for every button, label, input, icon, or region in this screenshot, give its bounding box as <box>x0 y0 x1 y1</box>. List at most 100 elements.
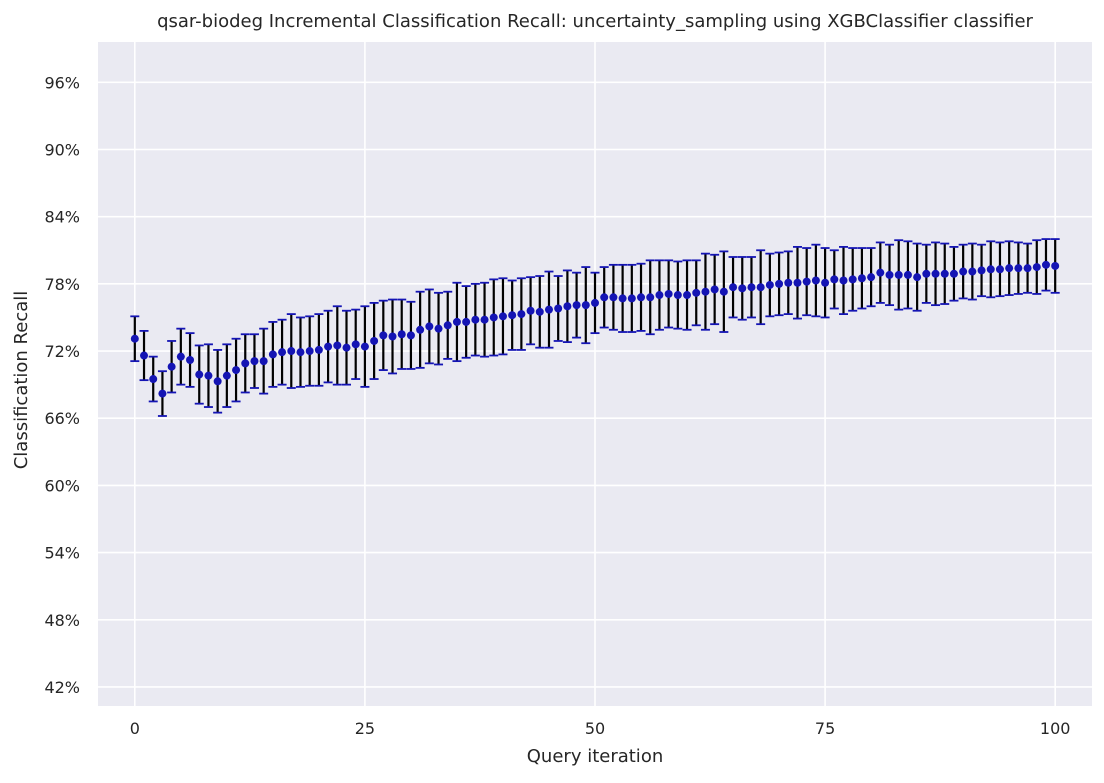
data-point <box>480 315 489 324</box>
data-point <box>379 331 388 340</box>
data-point <box>738 284 747 293</box>
data-point <box>324 342 333 351</box>
data-point <box>931 269 940 278</box>
data-point <box>1005 264 1014 273</box>
data-point <box>333 341 342 350</box>
data-point <box>434 324 443 333</box>
y-tick-label: 90% <box>44 140 80 159</box>
data-point <box>130 334 139 343</box>
data-point <box>655 291 664 300</box>
data-point <box>140 351 149 360</box>
data-points <box>130 260 1060 398</box>
data-point <box>673 291 682 300</box>
data-point <box>222 371 231 380</box>
data-point <box>204 371 213 380</box>
data-point <box>1023 264 1032 273</box>
x-tick-label: 75 <box>815 719 835 738</box>
data-point <box>857 274 866 283</box>
data-point <box>821 278 830 287</box>
x-tick-label: 0 <box>130 719 140 738</box>
data-point <box>802 277 811 286</box>
data-point <box>637 293 646 302</box>
data-point <box>729 283 738 292</box>
data-point <box>498 312 507 321</box>
data-point <box>775 279 784 288</box>
x-tick-label: 100 <box>1040 719 1071 738</box>
data-point <box>1014 264 1023 273</box>
x-tick-label: 50 <box>585 719 605 738</box>
data-point <box>278 348 287 357</box>
data-point <box>581 301 590 310</box>
data-point <box>839 276 848 285</box>
data-point <box>719 287 728 296</box>
data-point <box>517 310 526 319</box>
data-point <box>305 347 314 356</box>
data-point <box>416 325 425 334</box>
data-point <box>268 350 277 359</box>
y-tick-label: 42% <box>44 678 80 697</box>
data-point <box>314 345 323 354</box>
data-point <box>544 305 553 314</box>
data-point <box>186 356 195 365</box>
data-point <box>489 313 498 322</box>
data-point <box>591 298 599 307</box>
data-point <box>710 285 719 294</box>
y-tick-label: 66% <box>44 409 80 428</box>
data-point <box>1051 261 1060 270</box>
data-point <box>913 273 922 282</box>
data-point <box>968 267 977 276</box>
data-point <box>600 293 609 302</box>
data-point <box>756 283 765 292</box>
data-point <box>894 270 903 279</box>
data-point <box>176 352 185 361</box>
data-point <box>995 265 1004 274</box>
data-point <box>830 275 839 284</box>
data-point <box>232 366 241 375</box>
data-point <box>259 357 268 366</box>
data-point <box>287 347 296 356</box>
data-point <box>986 265 995 274</box>
y-tick-label: 72% <box>44 342 80 361</box>
y-tick-label: 48% <box>44 611 80 630</box>
data-point <box>388 332 397 341</box>
x-tick-label: 25 <box>355 719 375 738</box>
data-point <box>572 301 581 310</box>
data-point <box>397 330 406 339</box>
data-point <box>683 291 692 300</box>
data-point <box>903 270 912 279</box>
data-point <box>296 348 305 357</box>
data-point <box>158 389 167 398</box>
data-point <box>195 370 204 379</box>
data-point <box>609 293 618 302</box>
y-tick-label: 78% <box>44 275 80 294</box>
data-point <box>848 275 857 284</box>
data-point <box>360 342 369 351</box>
data-point <box>701 287 710 296</box>
data-point <box>784 278 793 287</box>
y-tick-label: 54% <box>44 544 80 563</box>
data-point <box>747 283 756 292</box>
y-axis-label: Classification Recall <box>11 291 32 470</box>
data-point <box>406 331 415 340</box>
data-point <box>241 359 250 368</box>
data-point <box>471 315 480 324</box>
data-point <box>949 269 958 278</box>
data-point <box>462 317 471 326</box>
data-point <box>692 288 701 297</box>
data-point <box>885 270 894 279</box>
data-point <box>554 304 563 313</box>
data-point <box>627 294 636 303</box>
data-point <box>876 268 885 277</box>
data-point <box>149 375 158 384</box>
data-point <box>940 269 949 278</box>
data-point <box>811 276 820 285</box>
data-point <box>508 311 517 320</box>
data-point <box>563 302 572 311</box>
data-point <box>250 357 259 366</box>
y-tick-label: 84% <box>44 208 80 227</box>
data-point <box>167 362 176 371</box>
data-point <box>1041 260 1050 269</box>
y-tick-label: 96% <box>44 73 80 92</box>
data-point <box>959 267 968 276</box>
